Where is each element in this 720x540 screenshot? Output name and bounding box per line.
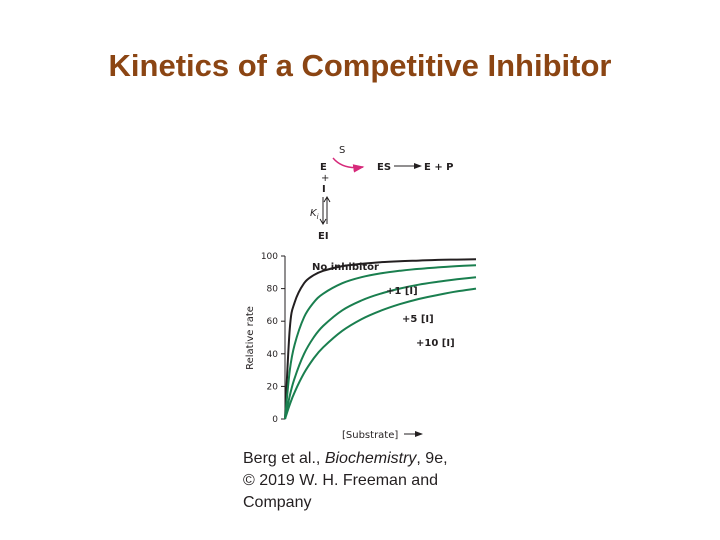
x-axis-label: [Substrate]	[342, 430, 398, 441]
label-1-inhibitor: +1 [I]	[386, 286, 418, 297]
reaction-scheme: S E ES E + P + I Ki EI	[310, 145, 454, 242]
y-axis-label: Relative rate	[245, 306, 256, 370]
series-1-inhibitor	[284, 264, 477, 420]
slide-title: Kinetics of a Competitive Inhibitor	[108, 48, 612, 83]
scheme-plus: +	[321, 173, 329, 184]
y-tick-label-40: 40	[267, 350, 279, 360]
y-tick-label-20: 20	[267, 382, 279, 392]
label-no-inhibitor: No inhibitor	[312, 262, 379, 273]
y-tick-label-100: 100	[261, 252, 278, 262]
scheme-inhibitor: I	[322, 184, 326, 195]
citation: Berg et al., Biochemistry, 9e, © 2019 W.…	[243, 450, 448, 511]
y-tick-label-60: 60	[267, 317, 279, 327]
series-no-inhibitor	[284, 258, 477, 420]
series-5-inhibitor	[284, 276, 477, 420]
scheme-enzyme: E	[320, 162, 327, 173]
substrate-binding-arrow	[332, 157, 365, 173]
rate-chart: 0 20 40 60 80 100 Relative rate [Substrate] N…	[245, 252, 477, 441]
scheme-substrate: S	[339, 145, 345, 156]
label-5-inhibitor: +5 [I]	[402, 314, 434, 325]
y-tick-label-80: 80	[267, 285, 279, 295]
y-axis-ticks: 0 20 40 60 80 100	[261, 252, 285, 425]
series-10-inhibitor	[284, 287, 477, 420]
scheme-complex: ES	[377, 162, 391, 173]
y-tick-label-0: 0	[272, 415, 278, 425]
scheme-constant: Ki	[310, 208, 319, 221]
label-10-inhibitor: +10 [I]	[416, 338, 455, 349]
scheme-products: E + P	[424, 162, 454, 173]
scheme-inhibitor-complex: EI	[318, 231, 329, 242]
series-lines	[284, 258, 477, 420]
